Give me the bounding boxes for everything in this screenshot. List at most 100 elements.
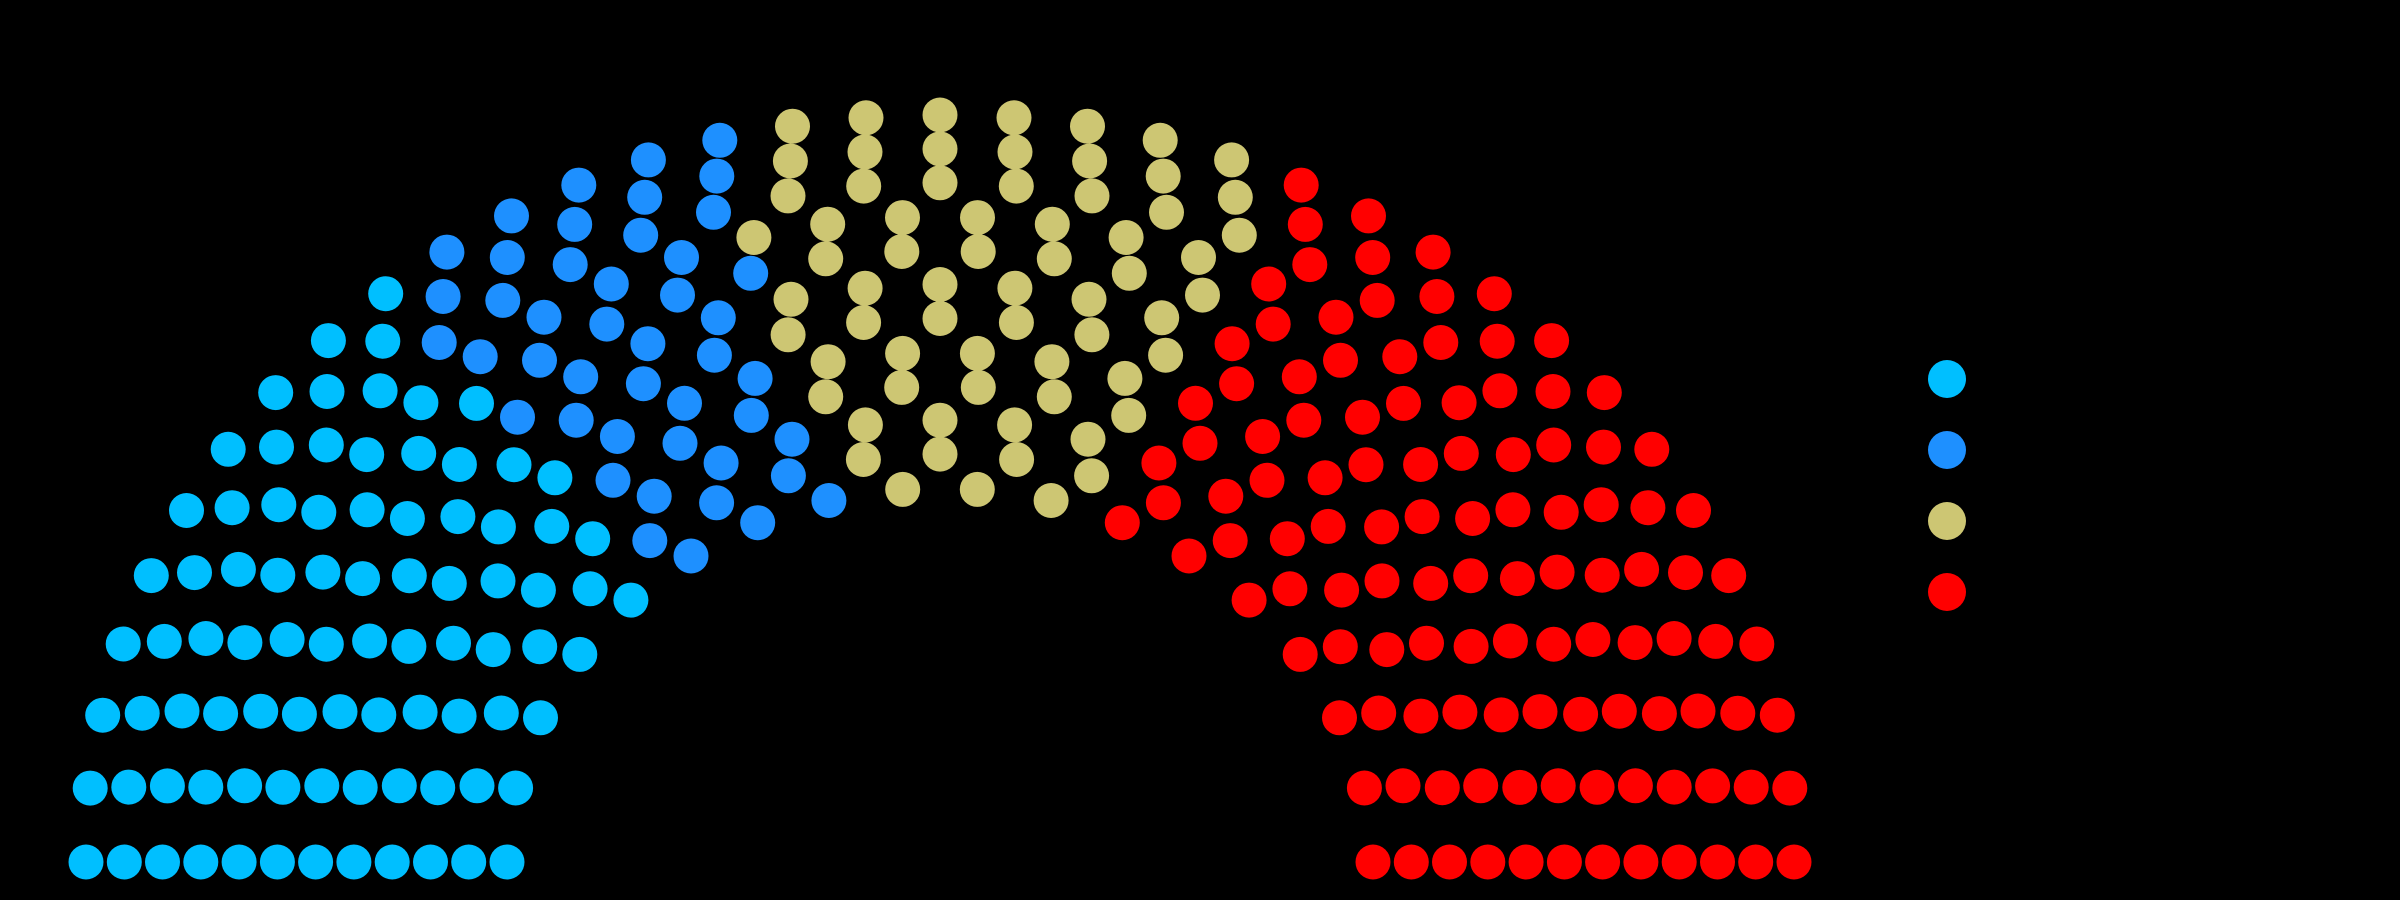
seat-dot	[85, 697, 121, 733]
seat-dot	[1522, 694, 1558, 730]
seat-dot	[1424, 770, 1460, 806]
seat-dot	[1739, 626, 1775, 662]
seat-dot	[1476, 276, 1512, 312]
seat-dot	[1623, 844, 1659, 880]
seat-dot	[221, 844, 257, 880]
seat-dot	[483, 695, 519, 731]
seat-dot	[884, 234, 920, 269]
seat-dot	[1149, 194, 1184, 230]
seat-dot	[847, 270, 883, 306]
seat-dot	[1403, 447, 1439, 482]
seat-dot	[996, 100, 1032, 136]
seat-dot	[848, 100, 884, 136]
seat-dot	[1585, 844, 1621, 880]
seat-dot	[1540, 768, 1576, 804]
seat-dot	[498, 770, 534, 806]
seat-dot	[1310, 508, 1346, 544]
seat-dot	[625, 366, 661, 402]
seat-dot	[960, 369, 996, 405]
seat-dot	[146, 623, 182, 659]
seat-dot	[1364, 563, 1400, 599]
seat-dot	[1617, 625, 1653, 661]
seat-dot	[561, 167, 597, 203]
seat-dot	[261, 487, 297, 523]
seat-dot	[220, 551, 256, 587]
seat-dot	[133, 558, 169, 594]
seat-dot	[1772, 770, 1808, 806]
seat-dot	[475, 632, 511, 668]
seat-dot	[552, 247, 588, 283]
seat-dot	[459, 768, 495, 804]
seat-dot	[1219, 366, 1255, 402]
seat-dot	[352, 623, 388, 659]
seat-dot	[1345, 399, 1380, 435]
seat-dot	[1245, 419, 1281, 454]
seat-dot	[627, 179, 663, 215]
seat-dot	[265, 769, 301, 805]
seat-dot	[1142, 122, 1178, 158]
seat-dot	[1324, 572, 1360, 608]
seat-dot	[960, 200, 995, 236]
seat-dot	[1034, 344, 1070, 380]
seat-dot	[1287, 206, 1323, 242]
seat-dot	[810, 344, 846, 380]
seat-dot	[1601, 693, 1637, 729]
legend	[1928, 360, 1966, 611]
seat-dot	[884, 369, 920, 405]
seat-dot	[1656, 769, 1692, 805]
seat-dot	[599, 419, 635, 454]
seat-dot	[696, 194, 731, 230]
seat-dot	[1361, 695, 1397, 731]
seat-dot	[1185, 277, 1220, 313]
seat-dot	[1255, 306, 1291, 342]
seat-dot	[563, 359, 599, 395]
seat-dot	[1634, 431, 1670, 467]
seat-dot	[1272, 571, 1308, 607]
seat-dot	[558, 402, 594, 438]
seat-dot	[1141, 445, 1177, 481]
seat-dot	[1738, 844, 1774, 880]
seat-dot	[740, 505, 776, 541]
seat-dot	[1759, 697, 1795, 733]
seat-dot	[522, 342, 557, 378]
seat-dot	[699, 158, 735, 194]
seat-dot	[489, 240, 525, 275]
seat-dot	[736, 220, 772, 255]
seat-dot	[1508, 844, 1544, 880]
seat-dot	[1711, 558, 1747, 594]
seat-dot	[922, 267, 958, 302]
seat-dot	[1323, 342, 1358, 378]
seat-dot	[1539, 554, 1575, 590]
seat-dot	[164, 693, 200, 729]
seat-dot	[773, 281, 809, 317]
seat-dot	[770, 178, 806, 214]
seat-dot	[441, 698, 477, 734]
seat-dot	[1720, 695, 1756, 731]
seat-dot	[106, 844, 142, 880]
seat-dot	[1579, 769, 1615, 805]
seat-dot	[1033, 483, 1069, 518]
seat-dot	[1355, 240, 1391, 275]
seat-dot	[1700, 844, 1735, 880]
seat-dot	[885, 471, 921, 507]
seat-dot	[298, 844, 334, 880]
seat-dot	[922, 131, 958, 167]
seat-dot	[846, 168, 882, 204]
seat-dot	[997, 407, 1033, 443]
seat-dot	[1212, 523, 1248, 559]
seat-dot	[1419, 279, 1455, 314]
seat-dot	[440, 499, 476, 535]
seat-dot	[1322, 700, 1357, 736]
seat-dot	[1070, 421, 1106, 457]
seat-dot	[1502, 769, 1538, 805]
seat-dot	[259, 844, 295, 880]
seat-dot	[1423, 325, 1459, 360]
seat-dot	[667, 385, 702, 421]
seat-dot	[1479, 323, 1515, 359]
seat-dot	[1249, 462, 1285, 498]
seat-dot	[1071, 281, 1107, 317]
seat-dot	[630, 142, 666, 178]
seat-dot	[1575, 622, 1611, 657]
seat-dot	[391, 628, 427, 664]
